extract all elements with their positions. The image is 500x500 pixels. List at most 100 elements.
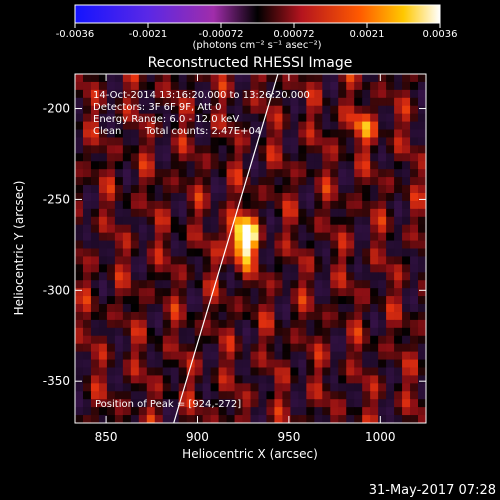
heatmap-cell	[178, 105, 188, 115]
heatmap-cell	[138, 335, 148, 345]
heatmap-cell	[290, 105, 299, 115]
heatmap-cell	[234, 248, 244, 257]
heatmap-cell	[370, 137, 379, 146]
heatmap-cell	[202, 97, 212, 107]
heatmap-cell	[314, 256, 323, 265]
heatmap-cell	[194, 304, 204, 313]
heatmap-cell	[218, 375, 228, 384]
heatmap-cell	[370, 89, 379, 99]
heatmap-cell	[386, 351, 395, 361]
heatmap-cell	[386, 97, 395, 107]
heatmap-cell	[386, 113, 395, 123]
heatmap-cell	[194, 343, 204, 353]
heatmap-cell	[122, 415, 132, 423]
heatmap-cell	[90, 224, 100, 234]
heatmap-cell	[106, 407, 116, 416]
heatmap-cell	[386, 89, 395, 99]
heatmap-cell	[410, 153, 419, 162]
heatmap-cell	[98, 105, 108, 115]
heatmap-cell	[130, 383, 140, 392]
heatmap-cell	[338, 185, 347, 194]
heatmap-cell	[154, 383, 164, 392]
heatmap-cell	[218, 335, 228, 345]
heatmap-cell	[338, 208, 347, 218]
heatmap-cell	[82, 415, 92, 423]
heatmap-cell	[298, 177, 307, 186]
heatmap-cell	[330, 391, 339, 400]
heatmap-cell	[194, 216, 204, 226]
heatmap-cell	[226, 367, 236, 376]
heatmap-cell	[346, 311, 355, 321]
heatmap-cell	[106, 288, 116, 297]
heatmap-cell	[170, 288, 180, 297]
heatmap-cell	[138, 399, 148, 408]
heatmap-cell	[122, 335, 132, 345]
heatmap-cell	[154, 343, 164, 353]
heatmap-cell	[146, 185, 156, 194]
heatmap-cell	[354, 335, 363, 345]
x-tick-label: 950	[277, 430, 300, 444]
heatmap-cell	[210, 248, 220, 257]
heatmap-cell	[354, 192, 363, 202]
heatmap-cell	[186, 383, 196, 392]
heatmap-cell	[122, 145, 132, 154]
heatmap-cell	[354, 351, 363, 361]
heatmap-cell	[386, 81, 395, 91]
heatmap-cell	[298, 192, 307, 202]
heatmap-cell	[258, 232, 267, 242]
heatmap-cell	[314, 121, 323, 131]
heatmap-cell	[258, 415, 267, 423]
heatmap-cell	[242, 121, 251, 131]
heatmap-cell	[146, 153, 156, 162]
colorbar-tick-label: -0.0036	[56, 29, 95, 40]
heatmap-cell	[370, 280, 379, 289]
heatmap-cell	[346, 105, 355, 115]
heatmap-cell	[362, 224, 371, 234]
heatmap-cell	[290, 97, 299, 107]
heatmap-cell	[338, 169, 347, 178]
heatmap-cell	[218, 264, 228, 273]
heatmap-cell	[122, 185, 132, 194]
heatmap-cell	[290, 335, 299, 345]
heatmap-cell	[362, 185, 371, 194]
heatmap-cell	[258, 208, 267, 218]
heatmap-cell	[82, 383, 92, 392]
heatmap-cell	[338, 97, 347, 107]
heatmap-cell	[106, 121, 116, 131]
heatmap-cell	[370, 121, 379, 131]
heatmap-cell	[298, 304, 307, 313]
heatmap-cell	[282, 153, 291, 162]
heatmap-cell	[354, 327, 363, 337]
heatmap-cell	[98, 89, 108, 99]
heatmap-cell	[306, 121, 315, 131]
heatmap-cell	[362, 145, 371, 154]
heatmap-cell	[162, 288, 172, 297]
heatmap-cell	[410, 264, 419, 273]
colorbar-tick-label: 0.0021	[350, 29, 385, 40]
heatmap-cell	[338, 383, 347, 392]
heatmap-cell	[362, 208, 371, 218]
heatmap-cell	[242, 169, 251, 178]
heatmap-cell	[98, 200, 108, 210]
heatmap-cell	[138, 240, 148, 249]
heatmap-cell	[322, 177, 331, 186]
heatmap-cell	[250, 335, 259, 345]
heatmap-cell	[418, 335, 426, 345]
heatmap-cell	[98, 248, 108, 257]
heatmap-cell	[186, 296, 196, 305]
heatmap-cell	[290, 145, 299, 154]
heatmap-cell	[370, 169, 379, 178]
heatmap-cell	[306, 153, 315, 162]
heatmap-cell	[130, 105, 140, 115]
heatmap-cell	[314, 200, 323, 210]
heatmap-cell	[242, 399, 251, 408]
heatmap-cell	[354, 113, 363, 123]
heatmap-cell	[330, 367, 339, 376]
heatmap-cell	[154, 296, 164, 305]
heatmap-cell	[106, 296, 116, 305]
heatmap-cell	[386, 169, 395, 178]
heatmap-cell	[194, 74, 204, 83]
heatmap-cell	[282, 319, 291, 329]
heatmap-cell	[194, 200, 204, 210]
heatmap-cell	[186, 89, 196, 99]
